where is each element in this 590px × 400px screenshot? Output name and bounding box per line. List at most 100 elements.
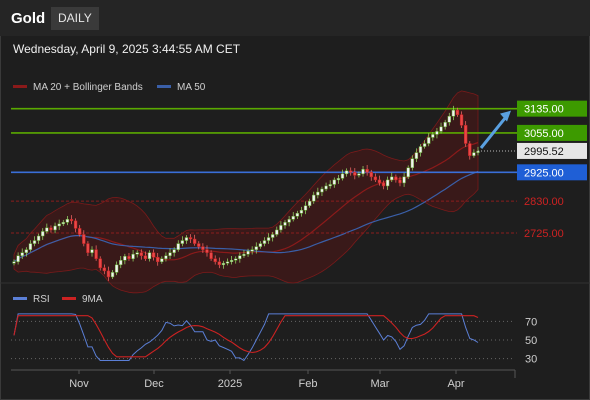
candle-body (49, 227, 53, 231)
candle-body (41, 231, 45, 237)
candle-body (225, 261, 230, 264)
candle-body (82, 234, 86, 244)
candle-body (410, 158, 414, 169)
rsi-tick-label: 50 (525, 335, 537, 347)
level-label: 2925.00 (524, 167, 564, 179)
candle-body (340, 173, 345, 179)
candle-body (217, 261, 221, 266)
candle-body (468, 143, 472, 156)
candle-body (254, 246, 258, 250)
candle-body (365, 169, 369, 173)
x-tick-label: Mar (371, 378, 390, 390)
candle-body (57, 223, 61, 227)
candle-body (234, 258, 238, 261)
candle-body (32, 240, 37, 244)
candle-body (123, 256, 127, 261)
x-tick-label: Nov (69, 378, 89, 390)
candle-body (312, 194, 316, 202)
candle-body (324, 185, 328, 190)
candle-body (221, 263, 226, 266)
rsi-tick-label: 30 (525, 354, 537, 366)
candle-body (229, 260, 234, 263)
candle-body (115, 264, 119, 273)
candle-body (377, 179, 382, 184)
ma50-line (13, 170, 479, 263)
legend-label: MA 20 + Bollinger Bands (33, 82, 143, 93)
candle-body (287, 219, 291, 223)
candle-body (332, 179, 336, 185)
candle-body (250, 249, 254, 252)
candle-body (283, 222, 287, 226)
timestamp: Wednesday, April 9, 2025 3:44:55 AM CET (13, 42, 241, 56)
candle-body (386, 179, 390, 187)
legend-label: MA 50 (177, 82, 206, 93)
candle-body (373, 176, 377, 181)
candle-body (299, 209, 304, 214)
candle-body (94, 249, 98, 259)
candle-body (53, 225, 57, 231)
candle-body (201, 246, 205, 250)
candle-body (61, 222, 65, 225)
candle-body (258, 243, 263, 247)
candle-body (16, 255, 20, 263)
candle-body (431, 134, 435, 138)
candle-body (188, 237, 193, 240)
timeframe-badge[interactable]: DAILY (51, 7, 99, 30)
candle-body (213, 258, 217, 263)
candle-body (176, 243, 180, 250)
level-label: 2830.00 (524, 196, 564, 208)
candle-body (291, 216, 295, 220)
candle-body (390, 176, 394, 181)
candle-body (119, 260, 123, 266)
candle-body (279, 225, 283, 231)
level-tag (517, 124, 587, 141)
current-price-label: 2995.52 (524, 146, 564, 158)
current-price-tag (517, 142, 587, 159)
candle-body (275, 229, 279, 235)
legend-swatch (157, 85, 171, 88)
candle-body (193, 238, 197, 244)
candle-body (86, 243, 90, 253)
candle-body (90, 249, 94, 253)
candle-body (78, 228, 82, 235)
x-tick-label: Feb (299, 378, 318, 390)
candle-body (156, 256, 160, 263)
rsi-legend-swatch (62, 297, 76, 300)
x-tick-label: Dec (144, 378, 164, 390)
candle-body (139, 252, 143, 256)
candle-body (303, 205, 308, 211)
candle-body (320, 188, 324, 193)
candle-body (238, 255, 242, 259)
rsi-legend-swatch (13, 297, 27, 300)
candle-body (472, 152, 476, 156)
candle-body (106, 270, 111, 278)
candle-body (131, 253, 135, 259)
forecast-arrow (479, 114, 509, 149)
candle-body (435, 131, 439, 135)
candle-body (455, 109, 460, 115)
candle-body (361, 169, 365, 175)
candle-body (344, 170, 349, 175)
candle-body (353, 172, 357, 176)
candle-body (349, 170, 353, 173)
candle-body (127, 256, 131, 259)
candle-body (414, 152, 419, 159)
candle-body (459, 114, 464, 126)
candle-body (451, 109, 456, 117)
candle-body (147, 252, 152, 259)
candle-body (402, 176, 406, 184)
candle-body (242, 253, 246, 256)
candle-body (443, 122, 447, 128)
rsi-tick-label: 70 (525, 316, 537, 328)
candle-body (184, 237, 189, 241)
candle-body (110, 272, 115, 278)
candle-body (172, 249, 176, 253)
candle-body (168, 252, 172, 256)
candle-body (418, 146, 423, 153)
candle-body (45, 227, 49, 232)
x-tick-label: 2025 (218, 378, 242, 390)
symbol-title: Gold (11, 10, 46, 27)
candle-body (381, 182, 386, 187)
candle-body (143, 255, 148, 259)
